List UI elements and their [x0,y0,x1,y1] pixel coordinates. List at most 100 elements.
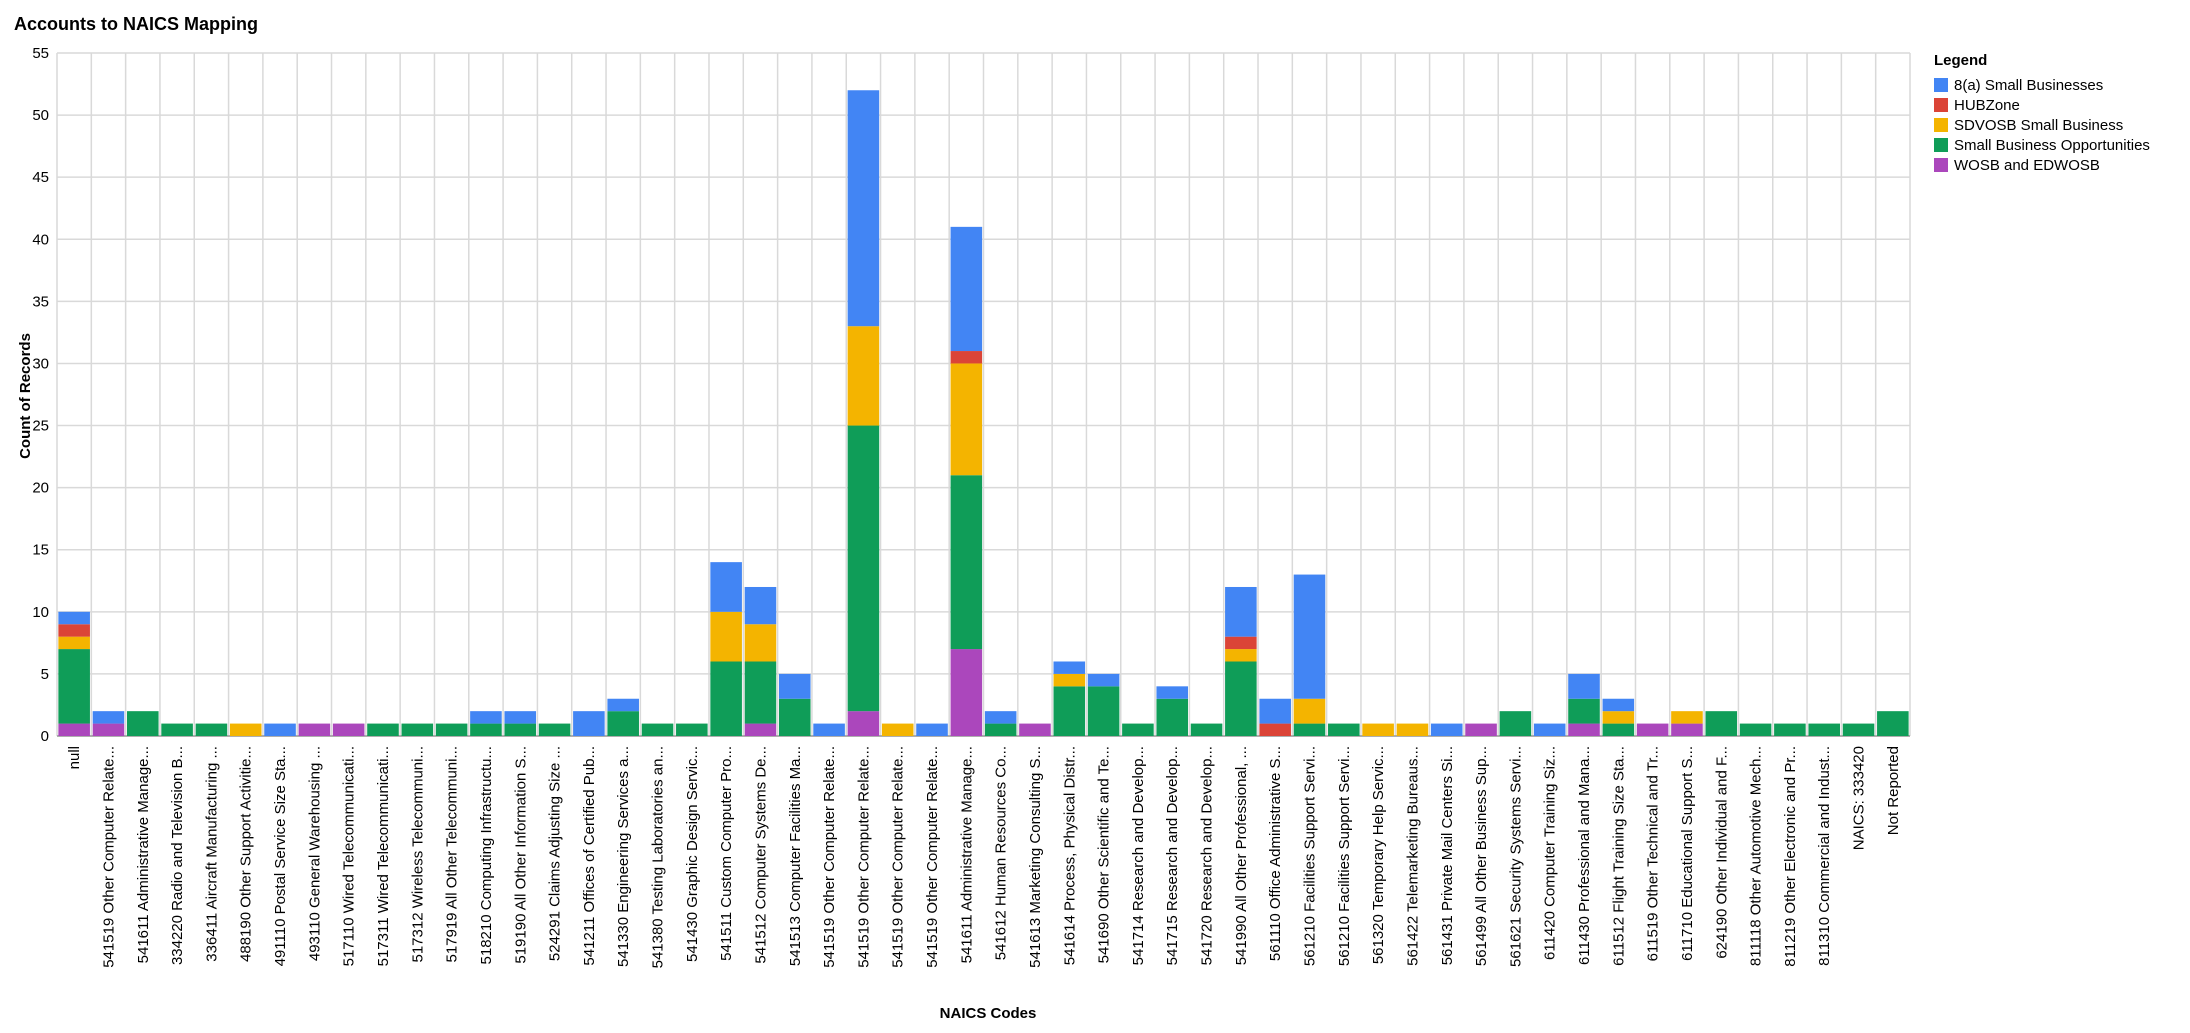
bar-segment[interactable] [847,326,880,426]
bar-segment[interactable] [435,723,468,736]
bar-segment[interactable] [847,711,880,736]
bar-segment[interactable] [607,711,639,736]
bar-segment[interactable] [1499,711,1532,736]
bar-segment[interactable] [676,723,708,736]
bar-segment[interactable] [504,723,537,736]
bar-segment[interactable] [195,723,228,736]
bar-segment[interactable] [1568,673,1600,699]
bar-segment[interactable] [1808,723,1840,736]
bar-segment[interactable] [573,711,605,736]
y-axis-title: Count of Records [17,333,34,459]
bar-segment[interactable] [950,351,983,364]
bar-segment[interactable] [1293,574,1326,699]
bar-segment[interactable] [1396,723,1429,736]
bar-segment[interactable] [229,723,262,736]
x-tick-label: 517919 All Other Telecommuni... [444,746,461,963]
bar-segment[interactable] [1225,649,1257,662]
bar-segment[interactable] [710,611,742,662]
bar-segment[interactable] [1705,711,1738,736]
bar-segment[interactable] [1671,723,1703,736]
bar-segment[interactable] [1602,723,1635,736]
bar-segment[interactable] [1328,723,1360,736]
bar-segment[interactable] [607,698,639,712]
bar-segment[interactable] [92,723,125,736]
bar-segment[interactable] [641,723,674,736]
bar-segment[interactable] [813,723,845,736]
x-tick-label: 611512 Flight Training Size Sta... [1610,746,1627,966]
bar-segment[interactable] [470,711,502,724]
bar-segment[interactable] [1465,723,1497,736]
bar-segment[interactable] [1087,686,1120,736]
bar-segment[interactable] [1671,711,1703,724]
bar-segment[interactable] [1225,586,1257,637]
bar-segment[interactable] [264,723,296,736]
bar-segment[interactable] [298,723,331,736]
bar-segment[interactable] [1602,711,1635,724]
bar-segment[interactable] [1568,698,1600,724]
bar-segment[interactable] [1259,723,1291,736]
bar-segment[interactable] [916,723,948,736]
bar-segment[interactable] [1053,673,1086,687]
bar-segment[interactable] [1362,723,1394,736]
bar-segment[interactable] [1636,723,1669,736]
bar-segment[interactable] [1774,723,1806,736]
bar-segment[interactable] [1877,711,1909,736]
bar-segment[interactable] [127,711,159,736]
bar-segment[interactable] [950,649,983,736]
bar-segment[interactable] [778,673,811,699]
bar-segment[interactable] [332,723,365,736]
bar-segment[interactable] [1293,723,1326,736]
bar-segment[interactable] [161,723,193,736]
bar-segment[interactable] [1225,661,1257,736]
bar-segment[interactable] [744,624,777,662]
bar-segment[interactable] [367,723,399,736]
bar-segment[interactable] [1053,661,1086,674]
bar-segment[interactable] [881,723,914,736]
bar-segment[interactable] [1156,698,1189,736]
bar-segment[interactable] [1533,723,1566,736]
bar-segment[interactable] [1087,673,1120,687]
bar-segment[interactable] [58,636,90,650]
bar-segment[interactable] [1293,698,1326,724]
bar-segment[interactable] [950,363,983,476]
bar-segment[interactable] [744,586,777,625]
bar-segment[interactable] [1019,723,1051,736]
bar-segment[interactable] [92,711,125,724]
bar-segment[interactable] [950,226,983,352]
bar-segment[interactable] [58,611,90,625]
bar-segment[interactable] [950,475,983,650]
bar-segment[interactable] [847,425,880,712]
x-tick-label: 541714 Research and Develop... [1130,746,1147,965]
bar-segment[interactable] [1122,723,1154,736]
bar-segment[interactable] [58,624,90,637]
x-tick-label: 541380 Testing Laboratories an... [650,746,667,968]
bar-segment[interactable] [1190,723,1223,736]
bar-segment[interactable] [470,723,502,736]
bar-segment[interactable] [401,723,434,736]
bar-segment[interactable] [58,649,90,724]
x-tick-label: 541613 Marketing Consulting S... [1027,746,1044,968]
y-tick-label: 50 [32,107,49,124]
bar-segment[interactable] [984,711,1017,724]
bar-segment[interactable] [847,90,880,327]
x-tick-label: 541512 Computer Systems De... [752,746,769,964]
bar-segment[interactable] [710,661,742,736]
bar-segment[interactable] [744,661,777,724]
bar-segment[interactable] [1053,686,1086,736]
bar-segment[interactable] [984,723,1017,736]
bar-segment[interactable] [1602,698,1635,712]
bar-segment[interactable] [1568,723,1600,736]
legend-title: Legend [1934,52,1987,69]
bar-segment[interactable] [1430,723,1463,736]
bar-segment[interactable] [710,562,742,612]
bar-segment[interactable] [538,723,571,736]
bar-segment[interactable] [1739,723,1772,736]
bar-segment[interactable] [1259,698,1291,724]
bar-segment[interactable] [1156,686,1189,699]
bar-segment[interactable] [1842,723,1875,736]
bar-segment[interactable] [744,723,777,736]
bar-segment[interactable] [1225,636,1257,650]
bar-segment[interactable] [504,711,537,724]
bar-segment[interactable] [778,698,811,736]
bar-segment[interactable] [58,723,90,736]
